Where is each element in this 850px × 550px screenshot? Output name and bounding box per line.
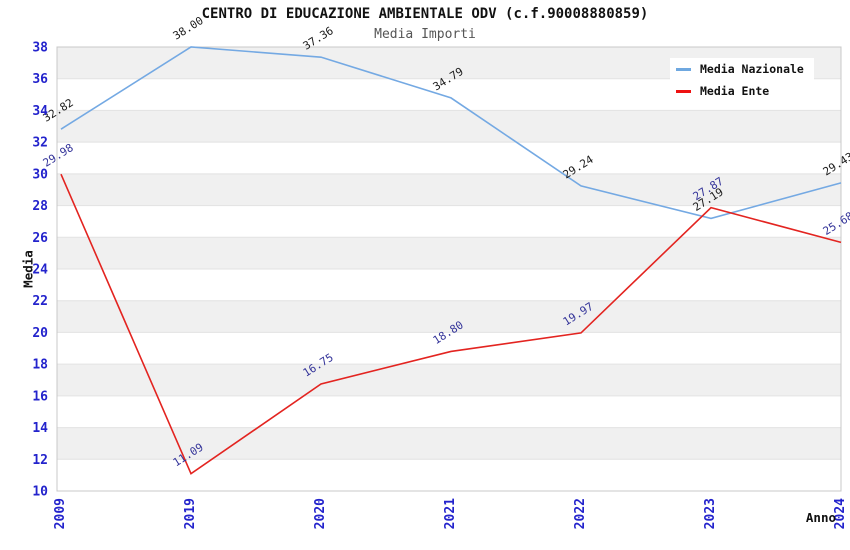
plot-band bbox=[57, 427, 841, 460]
plot-band bbox=[57, 142, 841, 174]
plot-band bbox=[57, 173, 841, 206]
x-tick-label: 2009 bbox=[53, 498, 68, 529]
y-tick-label: 30 bbox=[32, 167, 48, 182]
plot-band bbox=[57, 237, 841, 269]
plot-band bbox=[57, 364, 841, 396]
data-label-media-nazionale: 38.00 bbox=[171, 14, 206, 43]
y-tick-label: 18 bbox=[32, 358, 48, 373]
y-tick-label: 34 bbox=[32, 104, 48, 119]
media-nazionale-line-swatch-icon bbox=[676, 67, 691, 71]
legend-label-media-nazionale: Media Nazionale bbox=[700, 62, 804, 76]
x-tick-label: 2023 bbox=[703, 498, 718, 529]
chart-title: CENTRO DI EDUCAZIONE AMBIENTALE ODV (c.f… bbox=[201, 6, 649, 22]
y-tick-label: 28 bbox=[32, 199, 48, 214]
plot-band bbox=[57, 110, 841, 143]
y-tick-label: 12 bbox=[32, 453, 48, 468]
x-tick-label: 2022 bbox=[573, 498, 588, 529]
y-tick-label: 22 bbox=[32, 294, 48, 309]
x-tick-label: 2021 bbox=[443, 498, 458, 529]
y-axis-title: Media bbox=[20, 250, 36, 288]
legend-item-media-ente: Media Ente bbox=[670, 80, 780, 102]
x-tick-label: 2020 bbox=[313, 498, 328, 529]
x-tick-label: 2019 bbox=[183, 498, 198, 529]
y-tick-label: 10 bbox=[32, 485, 48, 500]
y-tick-label: 32 bbox=[32, 136, 48, 151]
plot-band bbox=[57, 300, 841, 333]
plot-band bbox=[57, 395, 841, 428]
y-tick-label: 38 bbox=[32, 41, 48, 56]
legend-label-media-ente: Media Ente bbox=[700, 84, 770, 98]
y-tick-label: 16 bbox=[32, 389, 48, 404]
plot-band bbox=[57, 205, 841, 238]
line-media-nazionale bbox=[60, 46, 842, 220]
plot-border bbox=[56, 46, 842, 492]
legend-item-media-nazionale: Media Nazionale bbox=[670, 58, 814, 80]
x-axis-title: Anno bbox=[805, 510, 836, 525]
y-tick-label: 14 bbox=[32, 421, 48, 436]
plot-band bbox=[57, 332, 841, 365]
plot-band bbox=[57, 269, 841, 301]
legend: Media Nazionale Media Ente bbox=[670, 58, 814, 102]
y-tick-label: 26 bbox=[32, 231, 48, 246]
chart-subtitle: Media Importi bbox=[374, 27, 476, 42]
y-tick-label: 20 bbox=[32, 326, 48, 341]
media-ente-line-swatch-icon bbox=[676, 89, 691, 93]
x-tick-label: 2024 bbox=[833, 498, 848, 529]
y-tick-label: 36 bbox=[32, 72, 48, 87]
line-media-ente bbox=[60, 173, 842, 475]
y-tick-label: 24 bbox=[32, 263, 48, 278]
